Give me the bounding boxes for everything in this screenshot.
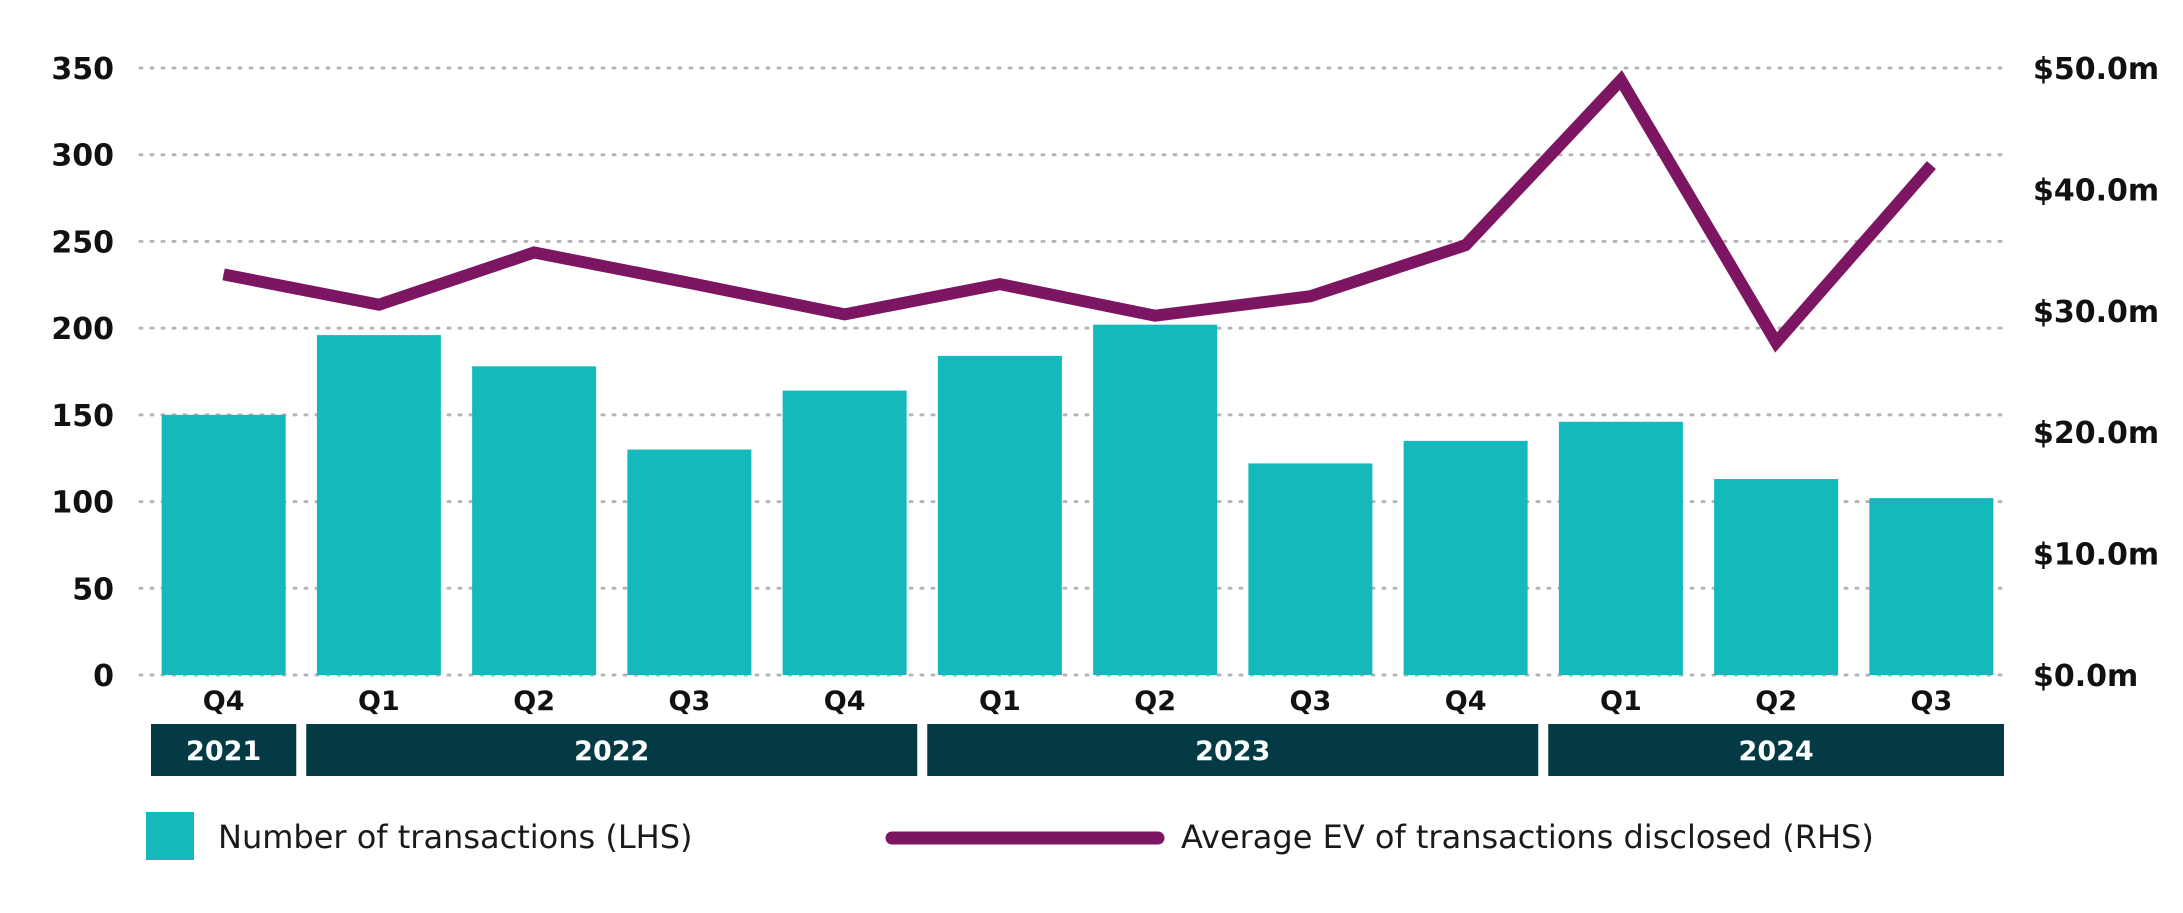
year-label: 2021 <box>186 736 261 767</box>
left-tick-label: 100 <box>51 486 114 521</box>
legend-label-bar: Number of transactions (LHS) <box>218 818 693 856</box>
x-tick-label: Q2 <box>1134 686 1176 717</box>
left-tick-label: 0 <box>93 659 114 694</box>
line-point <box>1930 164 1932 166</box>
x-tick-label: Q4 <box>203 686 245 717</box>
bar <box>161 414 286 675</box>
right-tick-label: $20.0m <box>2033 416 2159 451</box>
line-point <box>1620 79 1622 81</box>
right-tick-label: $40.0m <box>2033 173 2159 208</box>
year-bands: 2021 2022 2023 2024 <box>151 724 2004 776</box>
legend: Number of transactions (LHS) Average EV … <box>146 812 1874 860</box>
x-tick-label: Q1 <box>979 686 1021 717</box>
year-label: 2022 <box>574 736 649 767</box>
year-band <box>927 724 1539 776</box>
line-point <box>533 252 535 254</box>
bar <box>1093 324 1218 675</box>
line-point <box>844 313 846 315</box>
line-point <box>999 283 1001 285</box>
bar <box>627 449 752 675</box>
right-tick-label: $30.0m <box>2033 295 2159 330</box>
line-point <box>1309 295 1311 297</box>
left-tick-label: 50 <box>72 572 114 607</box>
x-tick-label: Q1 <box>1600 686 1642 717</box>
right-tick-label: $0.0m <box>2033 659 2138 694</box>
line-point <box>1154 315 1156 317</box>
bar <box>782 390 907 675</box>
x-tick-label: Q2 <box>513 686 555 717</box>
x-tick-label: Q2 <box>1755 686 1797 717</box>
line-path <box>222 70 1936 353</box>
x-tick-label: Q3 <box>1290 686 1332 717</box>
left-tick-label: 200 <box>51 312 114 347</box>
year-band <box>151 724 297 776</box>
right-tick-label: $10.0m <box>2033 538 2159 573</box>
legend-label-line: Average EV of transactions disclosed (RH… <box>1181 818 1874 856</box>
right-tick-label: $50.0m <box>2033 52 2159 87</box>
x-axis: Q4 Q1 Q2 Q3 Q4 Q1 Q2 Q3 Q4 Q1 Q2 Q3 <box>203 686 1953 717</box>
left-tick-label: 350 <box>51 52 114 87</box>
line-series <box>222 70 1936 353</box>
bar-series <box>161 324 1994 675</box>
line-point <box>1775 341 1777 343</box>
left-axis: 0 50 100 150 200 250 300 350 <box>51 52 114 694</box>
gridlines <box>138 66 2007 677</box>
bar <box>1403 440 1528 675</box>
x-tick-label: Q4 <box>1445 686 1487 717</box>
bar <box>1869 498 1994 675</box>
left-tick-label: 150 <box>51 399 114 434</box>
x-tick-label: Q3 <box>669 686 711 717</box>
left-tick-label: 300 <box>51 139 114 174</box>
bar <box>1248 463 1373 675</box>
line-point <box>223 273 225 275</box>
bar <box>472 366 597 675</box>
line-point <box>688 282 690 284</box>
x-tick-label: Q4 <box>824 686 866 717</box>
legend-swatch-bar <box>146 812 194 860</box>
year-band <box>1548 724 2004 776</box>
bar <box>1714 479 1839 675</box>
left-tick-label: 250 <box>51 225 114 260</box>
year-label: 2024 <box>1739 736 1814 767</box>
x-tick-label: Q3 <box>1911 686 1953 717</box>
bar <box>1558 421 1683 675</box>
right-axis: $0.0m $10.0m $20.0m $30.0m $40.0m $50.0m <box>2033 52 2159 694</box>
year-label: 2023 <box>1195 736 1270 767</box>
bar <box>937 355 1062 675</box>
x-tick-label: Q1 <box>358 686 400 717</box>
bar <box>316 335 441 675</box>
line-point <box>378 304 380 306</box>
line-point <box>1465 244 1467 246</box>
year-band <box>306 724 918 776</box>
